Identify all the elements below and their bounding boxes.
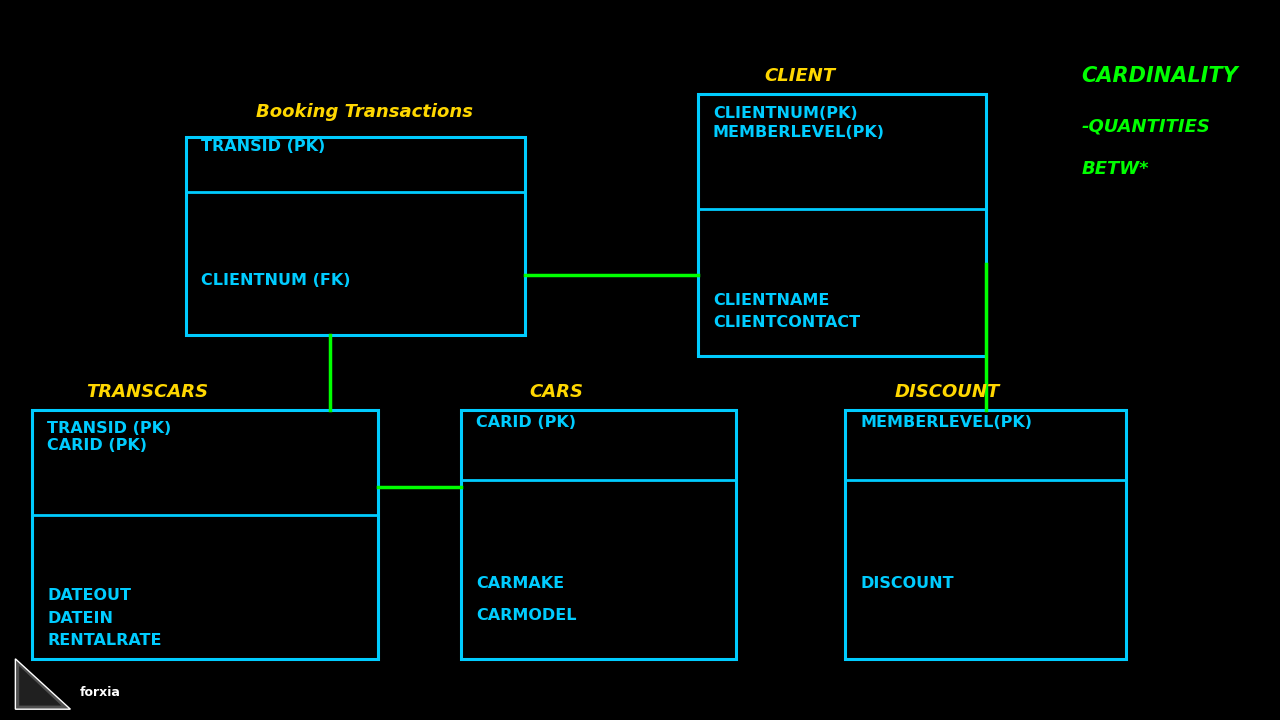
Text: CARS: CARS <box>530 383 584 401</box>
Text: CARMAKE: CARMAKE <box>476 576 564 591</box>
Text: CLIENT: CLIENT <box>764 67 836 85</box>
Text: CLIENTNUM (FK): CLIENTNUM (FK) <box>201 273 351 288</box>
Text: TRANSCARS: TRANSCARS <box>86 383 209 401</box>
Text: -QUANTITIES: -QUANTITIES <box>1082 117 1211 135</box>
Text: MEMBERLEVEL(PK): MEMBERLEVEL(PK) <box>713 125 884 140</box>
Polygon shape <box>19 666 61 706</box>
FancyBboxPatch shape <box>32 410 378 659</box>
Text: DATEOUT: DATEOUT <box>47 588 132 603</box>
Text: CLIENTNUM(PK): CLIENTNUM(PK) <box>713 106 858 121</box>
FancyBboxPatch shape <box>461 410 736 659</box>
Text: DISCOUNT: DISCOUNT <box>895 383 1000 401</box>
FancyBboxPatch shape <box>698 94 986 356</box>
Text: Booking Transactions: Booking Transactions <box>256 102 474 120</box>
FancyBboxPatch shape <box>845 410 1126 659</box>
Text: DISCOUNT: DISCOUNT <box>860 576 954 591</box>
Text: DATEIN: DATEIN <box>47 611 114 626</box>
Text: CARID (PK): CARID (PK) <box>476 415 576 430</box>
Text: BETW*: BETW* <box>1082 161 1149 179</box>
Text: TRANSID (PK): TRANSID (PK) <box>47 420 172 436</box>
Text: forxia: forxia <box>79 686 120 699</box>
FancyBboxPatch shape <box>186 137 525 335</box>
Polygon shape <box>15 659 70 709</box>
Text: CARDINALITY: CARDINALITY <box>1082 66 1238 86</box>
Text: CARID (PK): CARID (PK) <box>47 438 147 454</box>
Text: MEMBERLEVEL(PK): MEMBERLEVEL(PK) <box>860 415 1032 430</box>
Text: CARMODEL: CARMODEL <box>476 608 577 624</box>
Text: CLIENTCONTACT: CLIENTCONTACT <box>713 315 860 330</box>
Text: CLIENTNAME: CLIENTNAME <box>713 293 829 308</box>
Text: TRANSID (PK): TRANSID (PK) <box>201 139 325 154</box>
Text: RENTALRATE: RENTALRATE <box>47 633 161 647</box>
